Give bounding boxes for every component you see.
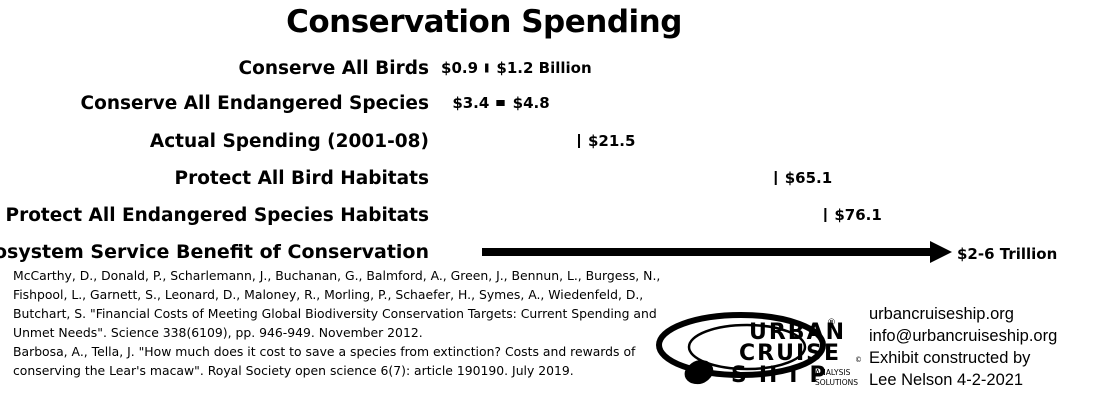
value-label-high: $21.5 bbox=[588, 132, 635, 150]
references: McCarthy, D., Donald, P., Scharlemann, J… bbox=[13, 266, 673, 380]
reference-mccarthy: McCarthy, D., Donald, P., Scharlemann, J… bbox=[13, 268, 661, 340]
range-bar bbox=[578, 134, 581, 148]
logo-copyright-mark: © bbox=[855, 356, 862, 364]
range-bar bbox=[496, 100, 505, 106]
value-label-low: $3.4 bbox=[452, 94, 489, 112]
contact-block: urbancruiseship.org info@urbancruiseship… bbox=[869, 303, 1057, 391]
value-label-high: $1.2 Billion bbox=[496, 59, 591, 77]
benefit-arrow-shaft bbox=[482, 248, 934, 256]
benefit-arrow-head bbox=[930, 241, 952, 263]
range-bar bbox=[824, 208, 827, 222]
range-bar bbox=[485, 63, 489, 73]
benefit-label: Ecosystem Service Benefit of Conservatio… bbox=[0, 241, 429, 263]
value-label-low: $0.9 bbox=[441, 59, 478, 77]
category-label: Actual Spending (2001-08) bbox=[150, 131, 429, 152]
logo-swoosh-inner bbox=[687, 323, 807, 371]
chart-title: Conservation Spending bbox=[286, 4, 682, 40]
website-text: urbancruiseship.org bbox=[869, 305, 1014, 323]
value-label-high: $4.8 bbox=[513, 94, 550, 112]
email-text: info@urbancruiseship.org bbox=[869, 327, 1058, 345]
benefit-value-label: $2-6 Trillion bbox=[957, 245, 1057, 263]
logo-line-cruise: CRUISE bbox=[739, 341, 841, 366]
logo-swoosh-outer bbox=[656, 312, 826, 378]
urban-cruise-ship-logo: URBAN ® CRUISE SHIP © ANALYSIS SOLUTIONS bbox=[656, 312, 862, 388]
credit-line-2: Lee Nelson 4-2-2021 bbox=[869, 371, 1024, 389]
logo-solutions-text: SOLUTIONS bbox=[815, 378, 858, 387]
category-label: Conserve All Endangered Species bbox=[81, 93, 429, 114]
range-bar bbox=[774, 171, 777, 185]
logo-line-ship: SHIP bbox=[731, 363, 838, 388]
logo-analysis-text: ANALYSIS bbox=[815, 368, 851, 377]
category-label: Conserve All Birds bbox=[239, 58, 429, 79]
conservation-spending-chart: Conserve All Birds $0.9 $1.2 Billion Conser… bbox=[0, 58, 1057, 263]
value-label-high: $65.1 bbox=[785, 169, 832, 187]
category-label: Protect All Endangered Species Habitats bbox=[6, 205, 429, 226]
value-label-high: $76.1 bbox=[834, 206, 881, 224]
logo-globe-icon bbox=[684, 360, 714, 385]
reference-barbosa: Barbosa, A., Tella, J. "How much does it… bbox=[13, 344, 636, 378]
logo-line-urban: URBAN bbox=[749, 320, 846, 345]
category-label: Protect All Bird Habitats bbox=[175, 168, 429, 189]
credit-line-1: Exhibit constructed by bbox=[869, 349, 1031, 367]
logo-reg-mark: ® bbox=[827, 318, 836, 328]
